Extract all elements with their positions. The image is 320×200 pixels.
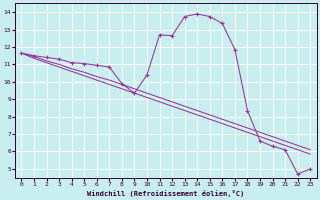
- X-axis label: Windchill (Refroidissement éolien,°C): Windchill (Refroidissement éolien,°C): [87, 190, 244, 197]
